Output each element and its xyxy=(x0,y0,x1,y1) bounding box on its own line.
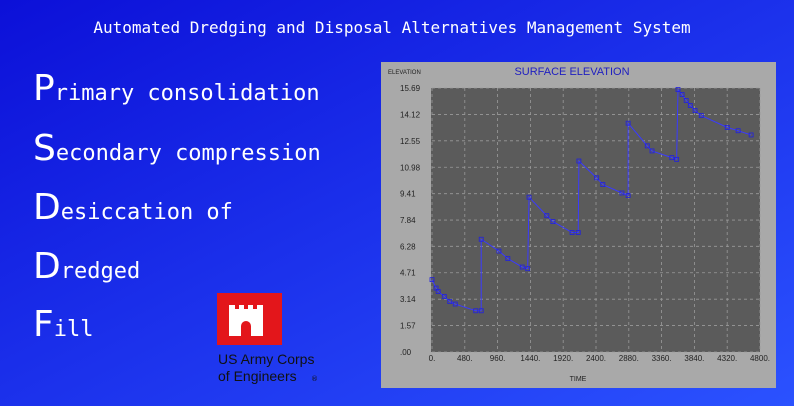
y-axis-label: ELEVATION xyxy=(388,70,421,76)
y-tick-label: 6.28 xyxy=(400,242,416,251)
data-point xyxy=(441,294,447,299)
castle-icon xyxy=(229,305,263,336)
data-point xyxy=(724,124,730,130)
y-tick-label: 4.71 xyxy=(400,269,416,278)
y-tick-label: 7.84 xyxy=(400,216,416,225)
acronym: Primary consolidation Secondary compress… xyxy=(33,68,321,345)
data-point xyxy=(429,277,435,283)
data-point xyxy=(447,299,453,304)
x-tick-label: 3360. xyxy=(652,354,672,363)
data-point xyxy=(674,156,680,162)
y-tick-label: .00 xyxy=(400,348,412,357)
initial: S xyxy=(33,128,56,169)
acronym-line: Secondary compression xyxy=(33,128,321,169)
data-line xyxy=(431,88,752,312)
initial: P xyxy=(33,68,55,109)
x-axis-label: TIME xyxy=(570,376,587,383)
data-point xyxy=(526,194,532,200)
y-tick-label: 15.69 xyxy=(400,84,421,93)
y-tick-label: 14.12 xyxy=(400,110,421,119)
data-point xyxy=(544,213,550,219)
word: rimary consolidation xyxy=(55,81,320,106)
y-tick-label: 12.55 xyxy=(400,137,421,146)
registered-mark: ® xyxy=(311,375,318,383)
initial: D xyxy=(33,246,61,287)
x-tick-label: 4320. xyxy=(717,354,737,363)
data-point xyxy=(505,256,511,262)
data-point xyxy=(748,132,754,138)
logo-text: US Army Corps xyxy=(218,351,314,367)
chart-title: SURFACE ELEVATION xyxy=(514,66,629,78)
x-tick-label: 0. xyxy=(429,354,436,363)
data-point xyxy=(683,98,689,103)
x-tick-label: 960. xyxy=(490,354,506,363)
data-point xyxy=(687,103,693,108)
x-tick-label: 1440. xyxy=(520,354,540,363)
data-point xyxy=(692,108,698,113)
data-point xyxy=(435,289,441,294)
app-title: Automated Dredging and Disposal Alternat… xyxy=(93,18,690,37)
acronym-line: Primary consolidation xyxy=(33,68,320,109)
x-tick-label: 480. xyxy=(457,354,473,363)
acronym-line: Dredged xyxy=(33,246,140,287)
data-point xyxy=(644,143,650,149)
data-point xyxy=(619,190,625,196)
acronym-line: Desiccation of xyxy=(33,187,233,228)
data-point xyxy=(735,128,741,134)
data-point xyxy=(600,182,606,187)
acronym-line: Fill xyxy=(33,304,93,345)
data-point xyxy=(625,120,631,126)
word: redged xyxy=(61,259,140,284)
x-tick-label: 2880. xyxy=(619,354,639,363)
word: esiccation of xyxy=(61,200,233,225)
logo: US Army Corps of Engineers ® xyxy=(217,293,318,384)
data-point xyxy=(478,308,484,314)
x-tick-label: 1920. xyxy=(553,354,573,363)
data-point xyxy=(576,158,582,164)
data-point xyxy=(496,248,502,254)
data-point xyxy=(478,236,484,242)
initial: D xyxy=(33,187,61,228)
data-point xyxy=(698,113,704,118)
data-point xyxy=(473,308,479,314)
logo-text: of Engineers xyxy=(218,368,297,384)
y-tick-label: 10.98 xyxy=(400,163,421,172)
x-tick-label: 3840. xyxy=(684,354,704,363)
y-tick-label: 9.41 xyxy=(400,190,416,199)
word: ill xyxy=(54,317,94,342)
data-point xyxy=(649,148,655,154)
data-point xyxy=(569,230,575,235)
y-tick-label: 1.57 xyxy=(400,322,416,331)
data-point xyxy=(675,87,681,92)
data-point xyxy=(679,92,685,97)
y-tick-label: 3.14 xyxy=(400,295,416,304)
data-point xyxy=(519,264,525,270)
data-point xyxy=(625,193,631,198)
data-point xyxy=(452,301,458,307)
word: econdary compression xyxy=(56,141,321,166)
initial: F xyxy=(33,304,54,345)
x-tick-label: 2400. xyxy=(586,354,606,363)
data-point xyxy=(594,175,600,181)
data-point xyxy=(550,219,556,224)
data-point xyxy=(669,155,675,161)
data-point xyxy=(525,266,531,272)
chart: SURFACE ELEVATION ELEVATION TIME .00 1.57… xyxy=(381,62,776,388)
x-tick-label: 4800. xyxy=(750,354,770,363)
data-point xyxy=(575,230,581,235)
